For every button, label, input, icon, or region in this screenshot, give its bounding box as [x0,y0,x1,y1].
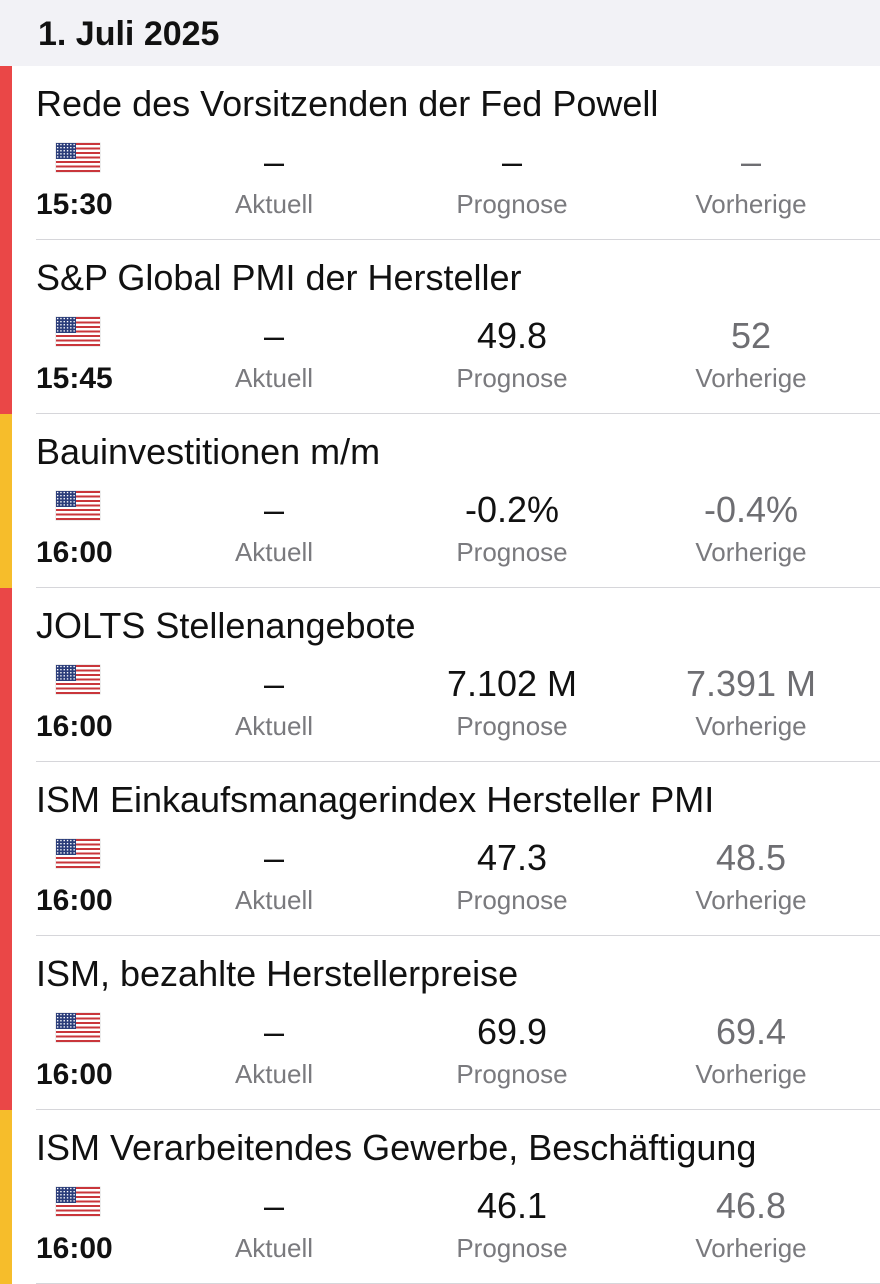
event-time: 16:00 [36,710,113,743]
forecast-value: – [501,141,523,182]
forecast-label: Prognose [456,189,568,219]
previous-value: 69.4 [715,1011,787,1052]
row-divider [36,935,880,936]
row-divider [36,761,880,762]
us-flag-icon [56,1013,100,1042]
forecast-label: Prognose [456,363,568,393]
event-title: ISM, bezahlte Herstellerpreise [36,953,519,994]
actual-label: Aktuell [234,537,314,567]
event-title: Bauinvestitionen m/m [36,431,381,472]
event-time: 16:00 [36,884,113,917]
event-title: JOLTS Stellenangebote [36,605,416,646]
event-row[interactable]: Bauinvestitionen m/m 16:00 – -0.2% -0.4%… [0,414,880,588]
date-title: 1. Juli 2025 [38,15,220,53]
importance-indicator [0,1110,12,1284]
us-flag-icon [56,143,100,172]
row-divider [36,587,880,588]
previous-label: Vorherige [695,1233,807,1263]
importance-indicator [0,588,12,762]
forecast-value: 69.9 [476,1011,548,1052]
forecast-label: Prognose [456,537,568,567]
forecast-value: -0.2% [464,489,560,530]
actual-value: – [263,141,285,182]
us-flag-icon [56,1187,100,1216]
previous-label: Vorherige [695,885,807,915]
previous-value: -0.4% [703,489,799,530]
actual-label: Aktuell [234,885,314,915]
forecast-label: Prognose [456,711,568,741]
us-flag-icon [56,317,100,346]
forecast-value: 46.1 [476,1185,548,1226]
event-time: 16:00 [36,536,113,569]
event-title: ISM Einkaufsmanagerindex Hersteller PMI [36,779,715,820]
event-row[interactable]: Rede des Vorsitzenden der Fed Powell 15:… [0,66,880,240]
importance-indicator [0,414,12,588]
row-divider [36,239,880,240]
event-time: 15:45 [36,362,113,395]
actual-value: – [263,1185,285,1226]
row-divider [36,1109,880,1110]
event-row[interactable]: ISM, bezahlte Herstellerpreise 16:00 – 6… [0,936,880,1110]
event-row[interactable]: ISM Einkaufsmanagerindex Hersteller PMI … [0,762,880,936]
us-flag-icon [56,839,100,868]
actual-label: Aktuell [234,711,314,741]
event-row[interactable]: JOLTS Stellenangebote 16:00 – 7.102 M 7.… [0,588,880,762]
forecast-label: Prognose [456,885,568,915]
forecast-label: Prognose [456,1233,568,1263]
actual-label: Aktuell [234,189,314,219]
actual-value: – [263,315,285,356]
actual-value: – [263,1011,285,1052]
previous-value: – [740,141,762,182]
event-time: 16:00 [36,1058,113,1091]
us-flag-icon [56,491,100,520]
actual-label: Aktuell [234,363,314,393]
actual-label: Aktuell [234,1059,314,1089]
previous-value: 48.5 [715,837,787,878]
importance-indicator [0,66,12,240]
previous-value: 7.391 M [685,663,817,704]
actual-value: – [263,489,285,530]
event-title: Rede des Vorsitzenden der Fed Powell [36,83,659,124]
previous-label: Vorherige [695,1059,807,1089]
forecast-value: 49.8 [476,315,548,356]
date-header: 1. Juli 2025 [0,0,880,66]
actual-value: – [263,663,285,704]
row-divider [36,413,880,414]
previous-value: 46.8 [715,1185,787,1226]
forecast-value: 7.102 M [446,663,578,704]
event-time: 15:30 [36,188,113,221]
previous-label: Vorherige [695,537,807,567]
forecast-label: Prognose [456,1059,568,1089]
importance-indicator [0,936,12,1110]
importance-indicator [0,762,12,936]
previous-label: Vorherige [695,711,807,741]
us-flag-icon [56,665,100,694]
event-time: 16:00 [36,1232,113,1265]
event-title: S&P Global PMI der Hersteller [36,257,522,298]
previous-label: Vorherige [695,363,807,393]
event-row[interactable]: ISM Verarbeitendes Gewerbe, Beschäftigun… [0,1110,880,1284]
event-row[interactable]: S&P Global PMI der Hersteller 15:45 – 49… [0,240,880,414]
actual-label: Aktuell [234,1233,314,1263]
event-title: ISM Verarbeitendes Gewerbe, Beschäftigun… [36,1127,757,1168]
importance-indicator [0,240,12,414]
forecast-value: 47.3 [476,837,548,878]
previous-label: Vorherige [695,189,807,219]
previous-value: 52 [730,315,772,356]
actual-value: – [263,837,285,878]
